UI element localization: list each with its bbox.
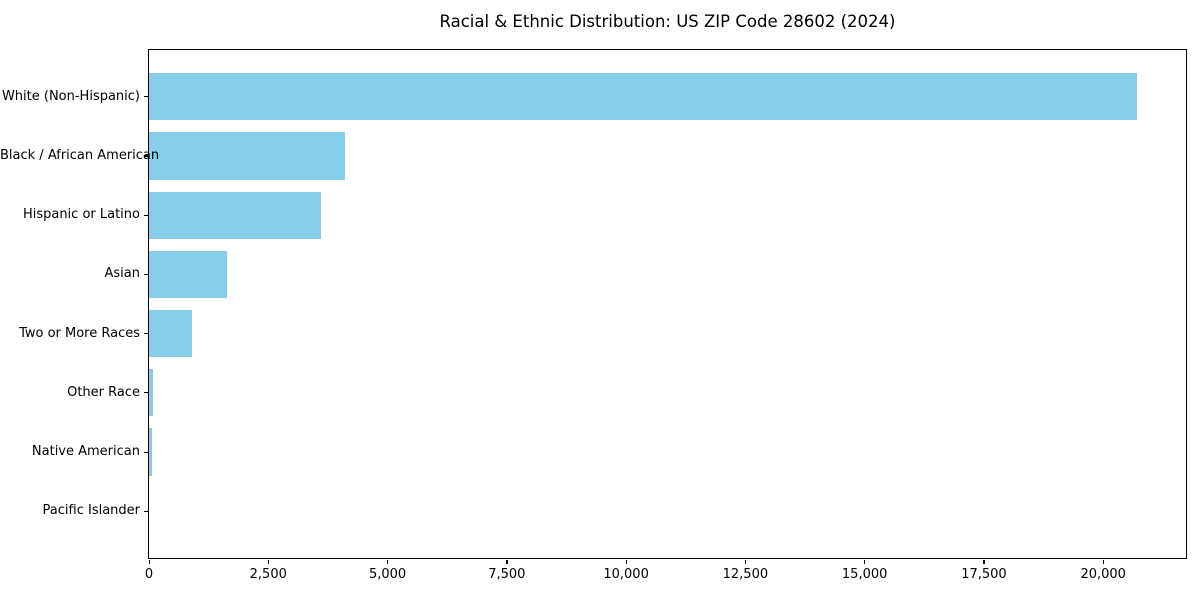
y-tick-mark — [144, 155, 148, 157]
bar-black-african-american — [149, 132, 345, 180]
y-tick-mark — [144, 333, 148, 335]
category-label: Hispanic or Latino — [22, 207, 140, 223]
bar-white-non-hispanic — [149, 73, 1137, 121]
x-tick-mark — [864, 560, 866, 564]
bar-asian — [149, 250, 228, 299]
x-tick-mark — [506, 560, 508, 564]
bar-other-race — [149, 369, 154, 417]
category-label: Asian — [104, 266, 140, 282]
chart-title: Racial & Ethnic Distribution: US ZIP Cod… — [439, 12, 896, 31]
x-tick-mark — [744, 560, 747, 564]
category-label: Native American — [31, 444, 140, 460]
x-tick-mark — [148, 560, 150, 564]
x-tick-mark — [387, 560, 389, 564]
bars-layer — [149, 50, 1186, 558]
y-tick-mark — [144, 510, 148, 512]
x-tick-mark — [1102, 560, 1104, 564]
category-label: Two or More Races — [19, 325, 140, 341]
category-label: Black / African American — [0, 147, 160, 163]
bar-hispanic-or-latino — [149, 191, 321, 239]
x-tick-label: 5,000 — [368, 567, 407, 582]
y-tick-mark — [144, 392, 148, 394]
x-tick-label: 20,000 — [1080, 567, 1126, 582]
y-tick-mark — [144, 214, 148, 216]
x-tick-label: 15,000 — [841, 567, 888, 582]
x-tick-label: 12,500 — [722, 567, 769, 582]
x-tick-label: 7,500 — [488, 567, 526, 582]
x-tick-mark — [267, 560, 269, 564]
category-label: Pacific Islander — [42, 503, 140, 519]
y-tick-mark — [144, 451, 148, 453]
x-tick-label: 2,500 — [249, 567, 287, 582]
y-tick-mark — [144, 96, 148, 98]
x-tick-label: 0 — [144, 567, 154, 582]
bar-two-or-more-races — [149, 309, 192, 358]
category-label: White (Non-Hispanic) — [1, 88, 140, 104]
x-tick-label: 17,500 — [961, 567, 1007, 582]
bar-native-american — [149, 428, 152, 476]
x-tick-mark — [983, 560, 985, 564]
y-tick-mark — [144, 273, 148, 276]
x-tick-label: 10,000 — [603, 567, 649, 582]
plot-area — [148, 49, 1187, 559]
x-tick-mark — [625, 560, 627, 564]
category-label: Other Race — [67, 384, 140, 400]
